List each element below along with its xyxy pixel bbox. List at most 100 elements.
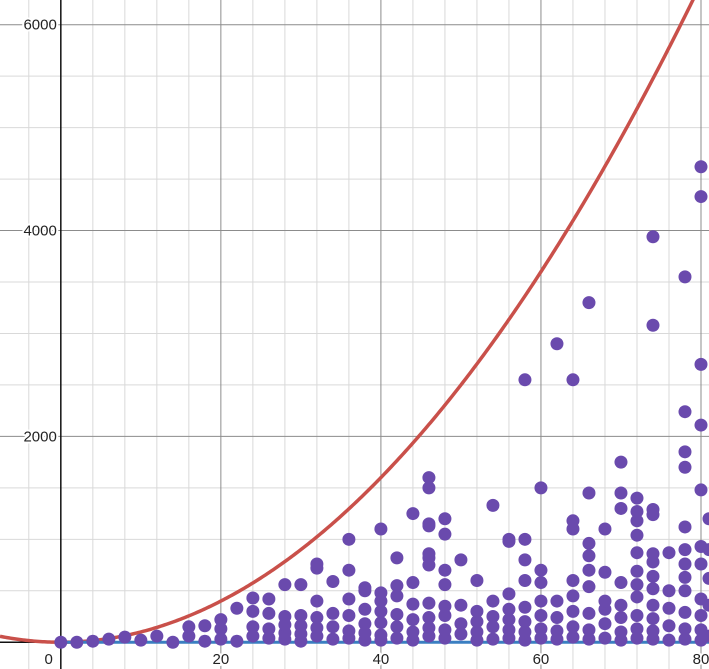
data-point (134, 633, 148, 647)
data-point (534, 481, 548, 495)
data-point (678, 460, 692, 474)
x-tick-label: 20 (213, 651, 230, 668)
data-point (678, 270, 692, 284)
data-point (470, 615, 484, 629)
data-point (390, 620, 404, 634)
data-point (566, 589, 580, 603)
data-point (694, 557, 708, 571)
data-point (582, 536, 596, 550)
curve-quadratic (0, 0, 695, 644)
data-point (582, 632, 596, 646)
data-point (614, 455, 628, 469)
data-point (486, 498, 500, 512)
y-tick-label: 4000 (23, 223, 56, 240)
data-point (342, 532, 356, 546)
data-point (230, 601, 244, 615)
data-point (566, 573, 580, 587)
data-point (582, 606, 596, 620)
data-point (566, 514, 580, 528)
data-point (678, 557, 692, 571)
data-point (678, 570, 692, 584)
data-point (150, 629, 164, 643)
data-point (422, 471, 436, 485)
data-point (630, 590, 644, 604)
data-point (294, 608, 308, 622)
data-point (326, 575, 340, 589)
data-point (598, 594, 612, 608)
data-point (294, 578, 308, 592)
data-point (390, 631, 404, 645)
data-point (678, 520, 692, 534)
data-point (374, 604, 388, 618)
data-point (262, 622, 276, 636)
data-point (374, 522, 388, 536)
data-point (646, 582, 660, 596)
data-point (70, 635, 84, 649)
data-point (630, 578, 644, 592)
data-point (646, 598, 660, 612)
data-point (358, 626, 372, 640)
data-point (438, 623, 452, 637)
data-point (246, 620, 260, 634)
data-point (534, 608, 548, 622)
data-point (518, 600, 532, 614)
data-point (246, 629, 260, 643)
data-point (246, 591, 260, 605)
data-point (294, 619, 308, 633)
data-point (646, 502, 660, 516)
data-point (694, 608, 708, 622)
data-point (438, 527, 452, 541)
data-point (550, 594, 564, 608)
data-point (230, 634, 244, 648)
x-tick-label: 40 (373, 651, 390, 668)
data-point (646, 318, 660, 332)
data-point (438, 599, 452, 613)
data-point (54, 635, 68, 649)
data-point (630, 528, 644, 542)
y-tick-label: 2000 (23, 428, 56, 445)
data-point (566, 620, 580, 634)
data-point (246, 604, 260, 618)
data-point (214, 622, 228, 636)
data-point (630, 631, 644, 645)
data-point (310, 611, 324, 625)
data-point (702, 571, 709, 585)
data-point (470, 573, 484, 587)
data-point (438, 512, 452, 526)
data-point (278, 578, 292, 592)
data-point (534, 631, 548, 645)
data-point (678, 543, 692, 557)
data-point (326, 606, 340, 620)
data-point (614, 611, 628, 625)
data-point (422, 547, 436, 561)
data-point (422, 596, 436, 610)
data-points (54, 160, 709, 649)
data-point (518, 615, 532, 629)
data-point (454, 617, 468, 631)
data-point (598, 631, 612, 645)
data-point (438, 578, 452, 592)
data-point (694, 483, 708, 497)
data-point (534, 594, 548, 608)
data-point (518, 373, 532, 387)
data-point (630, 564, 644, 578)
data-point (214, 613, 228, 627)
data-point (518, 573, 532, 587)
data-point (486, 632, 500, 646)
data-point (702, 543, 709, 557)
data-point (390, 607, 404, 621)
data-point (198, 634, 212, 648)
data-point (678, 405, 692, 419)
data-point (374, 586, 388, 600)
data-point (566, 604, 580, 618)
data-point (438, 608, 452, 622)
y-tick-label: 6000 (23, 17, 56, 34)
data-point (502, 623, 516, 637)
data-point (582, 296, 596, 310)
data-point (694, 160, 708, 174)
data-point (662, 619, 676, 633)
data-point (614, 501, 628, 515)
data-point (614, 576, 628, 590)
